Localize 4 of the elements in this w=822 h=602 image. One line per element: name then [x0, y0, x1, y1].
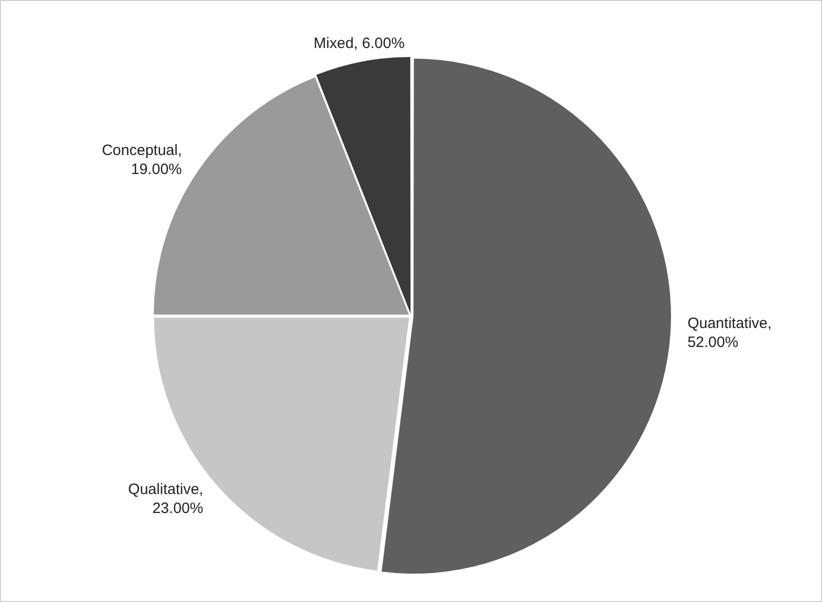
slice-label: Conceptual, 19.00% — [102, 142, 182, 178]
slice-label: Quantitative, 52.00% — [687, 315, 772, 352]
slice-label: Mixed, 6.00% — [314, 35, 405, 52]
slice-label: Qualitative, 23.00% — [128, 480, 204, 517]
